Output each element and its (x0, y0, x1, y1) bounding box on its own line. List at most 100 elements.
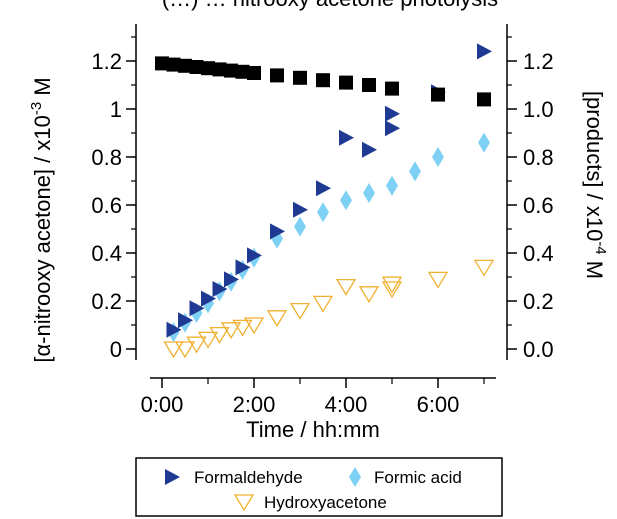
data-point (316, 73, 330, 88)
left-axis-title-exponent: -3 (28, 102, 45, 115)
data-point (381, 281, 403, 299)
data-point (266, 310, 288, 328)
data-point (427, 271, 449, 289)
left-axis-title: [α-nitrooxy acetone] / x10-3 M (28, 77, 55, 362)
data-point (247, 66, 261, 80)
data-point (316, 180, 331, 197)
data-point (189, 60, 204, 74)
data-point (317, 202, 329, 223)
data-point (293, 70, 307, 85)
data-point (155, 56, 169, 71)
data-point (224, 63, 238, 78)
right-axis-title-main: [products] / x10 (582, 91, 607, 241)
data-point (235, 64, 250, 79)
chart-title: (…) … nitrooxy acetone photolysis (162, 0, 498, 11)
data-point (166, 57, 181, 72)
data-point (166, 321, 182, 338)
data-point (293, 201, 308, 218)
data-point (270, 68, 284, 83)
right-tick-label: 0.8 (523, 145, 554, 170)
data-point (201, 61, 215, 76)
data-point (409, 161, 421, 182)
data-point (339, 75, 353, 90)
data-point (335, 278, 357, 296)
legend-label: Formaldehyde (194, 468, 303, 487)
series-hydroxyacetone (163, 259, 495, 359)
legend-label: Formic acid (374, 468, 462, 487)
right-tick-label: 1.0 (523, 97, 554, 122)
x-axis-title: Time / hh:mm (246, 417, 380, 442)
data-point (431, 87, 445, 102)
axes: 0 0.2 0.4 0.6 0.8 1 1.2 0.0 0.2 0.4 0.6 0.8 1.0 1.2 0:… (91, 24, 554, 417)
legend: Formaldehyde Formic acid Hydroxyacetone (135, 457, 503, 517)
right-tick-label: 1.2 (523, 49, 554, 74)
left-tick-label: 0.8 (91, 145, 122, 170)
data-point (220, 322, 242, 340)
data-point (243, 317, 265, 335)
data-point (362, 78, 376, 92)
data-point (235, 259, 251, 276)
x-tick-label: 2:00 (233, 392, 276, 417)
right-tick-label: 0.0 (523, 337, 554, 362)
data-point (432, 147, 444, 167)
right-tick-label: 0.4 (523, 241, 554, 266)
data-point (478, 132, 490, 153)
legend-marker (349, 467, 361, 487)
x-tick-label: 0:00 (141, 392, 184, 417)
left-tick-label: 1 (110, 97, 122, 122)
right-axis-title: [products] / x10-4 M (582, 91, 609, 279)
right-tick-label: 0.6 (523, 193, 554, 218)
data-point (212, 62, 227, 77)
x-tick-label: 6:00 (417, 392, 460, 417)
data-point (289, 302, 311, 320)
left-tick-label: 0 (110, 337, 122, 362)
data-point (197, 331, 219, 349)
data-point (386, 175, 398, 196)
data-point (477, 43, 492, 60)
data-point (232, 319, 253, 337)
data-point (186, 336, 207, 354)
legend-marker (233, 494, 255, 512)
left-tick-label: 1.2 (91, 49, 122, 74)
data-point (473, 259, 495, 277)
right-axis-title-exponent: -4 (592, 241, 609, 254)
legend-marker (165, 469, 180, 485)
data-point (294, 216, 306, 237)
left-axis-title-main: [α-nitrooxy acetone] / x10 (30, 115, 55, 363)
data-point (312, 295, 334, 313)
legend-label: Hydroxyacetone (264, 493, 387, 512)
x-tick-label: 4:00 (325, 392, 368, 417)
legend-item: Formaldehyde (165, 468, 303, 487)
right-tick-label: 0.2 (523, 289, 554, 314)
data-point (224, 271, 239, 288)
left-tick-label: 0.4 (91, 241, 122, 266)
legend-item: Hydroxyacetone (233, 493, 387, 512)
data-point (362, 141, 377, 158)
data-point (477, 92, 491, 107)
data-point (381, 276, 403, 294)
data-marks (155, 43, 495, 359)
data-point (270, 223, 285, 240)
data-point (339, 129, 354, 146)
data-point (385, 120, 400, 137)
left-tick-label: 0.6 (91, 193, 122, 218)
data-point (358, 286, 380, 304)
right-axis-title-unit: M (582, 255, 607, 279)
data-point (212, 281, 228, 297)
data-point (385, 81, 399, 96)
data-point (209, 326, 230, 344)
left-tick-label: 0.2 (91, 289, 122, 314)
data-point (178, 58, 192, 73)
data-point (385, 105, 400, 122)
data-point (340, 190, 352, 211)
series-formic-acid (167, 132, 490, 343)
left-axis-title-unit: M (30, 77, 55, 101)
series-formaldehyde (166, 43, 492, 338)
data-point (247, 247, 262, 264)
legend-item: Formic acid (349, 467, 462, 487)
data-point (363, 183, 375, 203)
data-point (189, 300, 205, 317)
legend-box (135, 457, 503, 517)
data-point (201, 290, 216, 307)
